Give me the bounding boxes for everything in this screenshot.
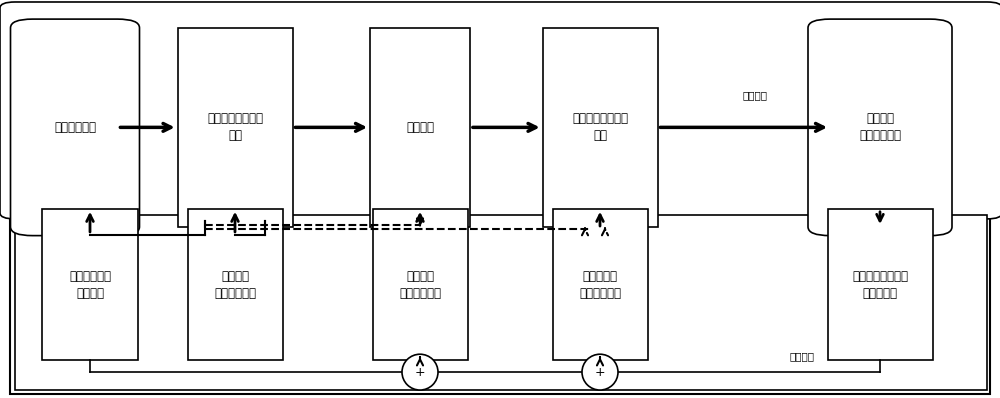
Text: 直流工程主接
线原理图: 直流工程主接 线原理图 [69,269,111,300]
Text: 直流工程网络拓扑
等效电路图: 直流工程网络拓扑 等效电路图 [852,269,908,300]
Bar [188,209,283,360]
Bar [370,28,470,227]
Text: +: + [415,366,425,378]
Text: 直流工程
设备信息文件: 直流工程 设备信息文件 [399,269,441,300]
Text: 直流工程
网络拓扑模型: 直流工程 网络拓扑模型 [859,112,901,142]
Text: 配置设备: 配置设备 [406,121,434,134]
Ellipse shape [582,354,618,390]
FancyBboxPatch shape [808,19,952,236]
Bar [42,209,138,360]
Bar [178,28,292,227]
Bar [828,209,932,360]
FancyBboxPatch shape [0,2,1000,219]
Text: 直流工程
基本信息文件: 直流工程 基本信息文件 [214,269,256,300]
FancyBboxPatch shape [10,19,140,236]
Bar [542,28,658,227]
Text: 自动生成: 自动生成 [790,351,815,361]
Text: 自动生成: 自动生成 [742,90,768,101]
Text: 配置避雷器方案及
参数: 配置避雷器方案及 参数 [572,112,628,142]
Ellipse shape [402,354,438,390]
Text: 新建直流工程: 新建直流工程 [54,121,96,134]
Text: 配置直流工程基本
信息: 配置直流工程基本 信息 [207,112,263,142]
Bar [15,215,987,390]
Bar [552,209,648,360]
Text: +: + [595,366,605,378]
Text: 避雷器方案
配置信息文件: 避雷器方案 配置信息文件 [579,269,621,300]
Bar [372,209,468,360]
